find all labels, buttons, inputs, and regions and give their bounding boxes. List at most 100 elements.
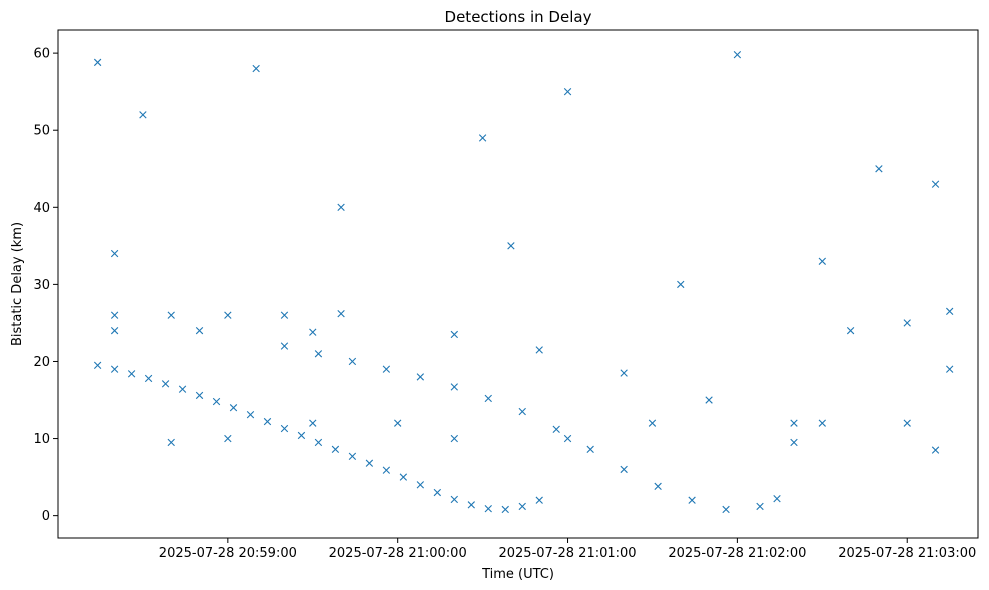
data-point bbox=[705, 396, 713, 404]
y-axis: 0 10 20 30 40 50 60 bbox=[33, 47, 58, 524]
data-point bbox=[648, 419, 657, 427]
data-point bbox=[314, 350, 323, 358]
data-point bbox=[297, 431, 306, 440]
data-point bbox=[507, 242, 515, 250]
data-point bbox=[224, 434, 232, 443]
data-point bbox=[722, 505, 730, 514]
data-point bbox=[110, 326, 119, 335]
data-point bbox=[903, 319, 911, 327]
data-point bbox=[394, 419, 402, 427]
data-point bbox=[903, 419, 911, 427]
data-point bbox=[467, 501, 475, 509]
data-point bbox=[139, 111, 147, 119]
data-point bbox=[195, 326, 204, 335]
data-point bbox=[309, 328, 317, 336]
y-axis-label: Bistatic Delay (km) bbox=[10, 222, 25, 346]
data-point bbox=[167, 311, 175, 319]
chart-title: Detections in Delay bbox=[445, 8, 592, 26]
data-point bbox=[946, 307, 954, 316]
data-point bbox=[224, 311, 232, 319]
y-tick-label: 40 bbox=[33, 201, 50, 216]
x-axis: 2025-07-28 20:59:00 2025-07-28 21:00:00 20… bbox=[159, 538, 976, 561]
data-point bbox=[563, 434, 572, 443]
data-point bbox=[756, 502, 764, 511]
data-point bbox=[337, 203, 345, 211]
data-point bbox=[416, 481, 425, 489]
data-point bbox=[399, 473, 408, 481]
data-point bbox=[946, 365, 954, 373]
axes-frame bbox=[57, 29, 979, 539]
data-point bbox=[931, 446, 940, 454]
y-tick-label: 30 bbox=[33, 278, 50, 293]
data-point bbox=[518, 502, 526, 511]
x-tick-label: 2025-07-28 21:02:00 bbox=[668, 546, 806, 561]
data-point bbox=[518, 407, 526, 416]
data-point bbox=[331, 445, 340, 454]
x-axis-label: Time (UTC) bbox=[481, 567, 554, 582]
data-point bbox=[818, 419, 826, 427]
data-point bbox=[382, 365, 391, 373]
data-point bbox=[178, 385, 187, 393]
y-tick-label: 60 bbox=[33, 47, 50, 62]
data-point bbox=[846, 326, 855, 335]
data-point bbox=[552, 425, 560, 433]
x-tick-label: 2025-07-28 20:59:00 bbox=[159, 546, 297, 561]
data-point bbox=[790, 419, 798, 427]
data-point bbox=[195, 391, 204, 400]
y-tick-label: 10 bbox=[33, 432, 50, 447]
data-point bbox=[818, 257, 826, 265]
data-points bbox=[93, 50, 954, 514]
plot-area bbox=[57, 29, 979, 539]
data-point bbox=[280, 424, 289, 433]
data-point bbox=[348, 452, 357, 460]
data-point bbox=[450, 330, 458, 339]
data-point bbox=[365, 459, 374, 467]
data-point bbox=[484, 505, 492, 513]
y-tick-label: 20 bbox=[33, 355, 50, 370]
data-point bbox=[252, 64, 260, 73]
data-point bbox=[875, 165, 883, 173]
data-point bbox=[586, 445, 594, 454]
x-tick-label: 2025-07-28 21:01:00 bbox=[498, 546, 636, 561]
data-point bbox=[563, 87, 572, 96]
data-point bbox=[212, 397, 221, 406]
data-point bbox=[309, 419, 317, 427]
data-point bbox=[314, 438, 323, 447]
data-point bbox=[110, 311, 119, 319]
data-point bbox=[931, 180, 940, 188]
data-point bbox=[620, 369, 628, 377]
y-tick-label: 0 bbox=[42, 509, 50, 524]
data-point bbox=[127, 370, 136, 378]
data-point bbox=[93, 361, 102, 370]
data-point bbox=[348, 357, 357, 366]
data-point bbox=[501, 505, 509, 514]
data-point bbox=[110, 249, 119, 258]
data-point bbox=[677, 280, 685, 289]
data-point bbox=[450, 434, 458, 443]
y-tick-label: 50 bbox=[33, 124, 50, 139]
data-point bbox=[110, 365, 119, 373]
data-point bbox=[773, 494, 781, 503]
data-point bbox=[654, 482, 662, 491]
data-point bbox=[450, 383, 458, 391]
data-point bbox=[382, 466, 391, 474]
data-point bbox=[93, 58, 102, 67]
data-point bbox=[478, 134, 487, 142]
data-point bbox=[535, 346, 543, 354]
data-point bbox=[167, 438, 175, 447]
x-tick-label: 2025-07-28 21:00:00 bbox=[329, 546, 467, 561]
data-point bbox=[161, 380, 170, 388]
data-point bbox=[229, 404, 238, 412]
data-point bbox=[484, 394, 492, 403]
data-point bbox=[790, 438, 798, 447]
data-point bbox=[246, 410, 255, 419]
data-point bbox=[416, 373, 425, 381]
data-point bbox=[535, 496, 543, 504]
data-point bbox=[620, 465, 628, 474]
data-point bbox=[263, 417, 272, 426]
data-point bbox=[337, 309, 345, 318]
data-point bbox=[280, 342, 289, 350]
x-tick-label: 2025-07-28 21:03:00 bbox=[838, 546, 976, 561]
data-point bbox=[433, 488, 442, 497]
